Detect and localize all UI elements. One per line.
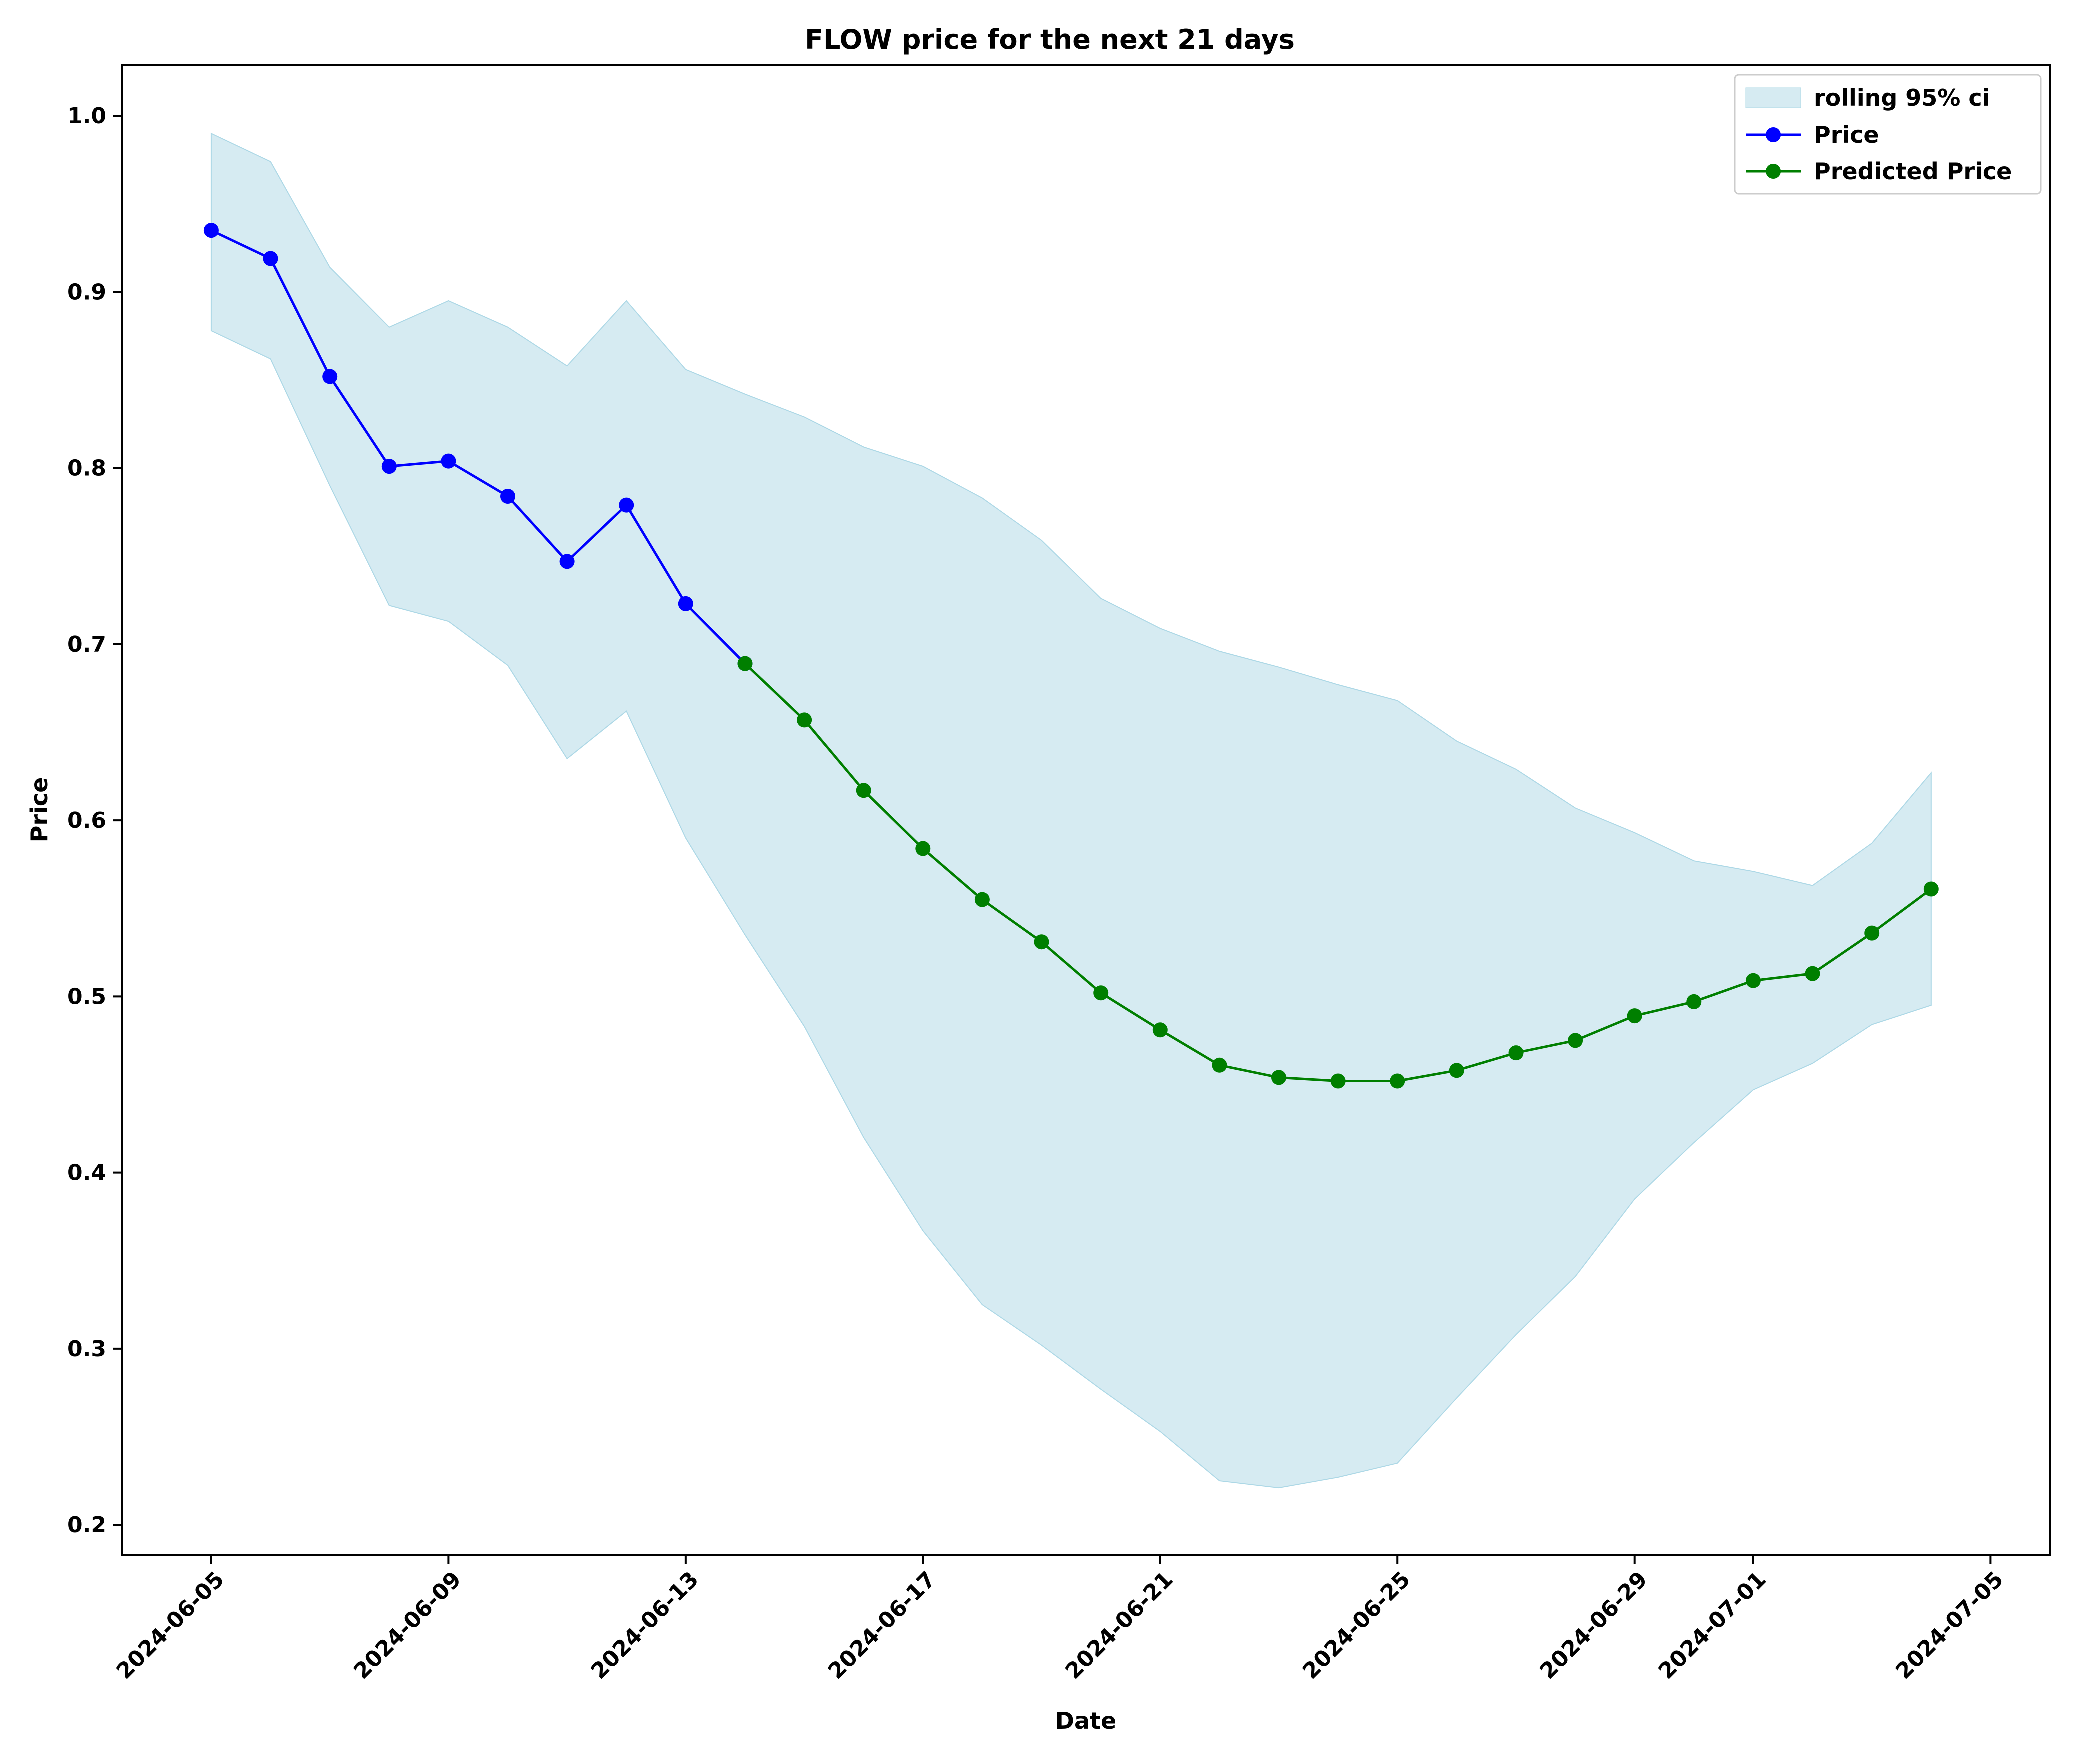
- data-point-predicted-price: [1272, 1070, 1286, 1086]
- series-predicted-price: [738, 656, 1939, 1089]
- data-point-price: [263, 251, 278, 266]
- legend-swatch-ci: [1746, 88, 1802, 108]
- data-point-price: [382, 459, 397, 474]
- y-axis: 0.2 0.3 0.4 0.5 0.6 0.7 0.8 0.9 1.0: [68, 104, 122, 1538]
- legend: rolling 95% ci Price Predicted Price: [1734, 74, 2042, 195]
- plot-frame: [122, 64, 2051, 1556]
- data-point-predicted-price: [1330, 1074, 1346, 1089]
- data-point-price: [204, 223, 219, 238]
- data-point-predicted-price: [1034, 934, 1050, 950]
- data-point-price: [500, 489, 516, 504]
- x-axis-title: Date: [1056, 1708, 1116, 1734]
- y-tick-label: 0.8: [68, 456, 106, 482]
- legend-box: [1734, 74, 2042, 195]
- data-point-price: [560, 554, 575, 570]
- data-point-predicted-price: [974, 892, 990, 908]
- data-point-predicted-price: [1212, 1058, 1228, 1073]
- data-point-predicted-price: [1152, 1022, 1168, 1038]
- data-point-price: [322, 369, 338, 384]
- data-point-predicted-price: [1449, 1063, 1464, 1078]
- data-point-predicted-price: [1746, 973, 1761, 988]
- y-tick-label: 0.9: [68, 280, 106, 305]
- y-tick-label: 0.2: [68, 1512, 106, 1538]
- data-point-price: [441, 454, 456, 469]
- legend-label-predicted: Predicted Price: [1814, 158, 2012, 185]
- y-tick-label: 0.3: [68, 1336, 106, 1362]
- data-point-predicted-price: [856, 783, 872, 798]
- data-point-predicted-price: [1508, 1046, 1524, 1061]
- y-axis-title: Price: [26, 778, 53, 843]
- plot-area: [122, 64, 2051, 1556]
- data-point-price: [619, 498, 634, 513]
- legend-label-ci: rolling 95% ci: [1814, 84, 1990, 112]
- y-tick-label: 0.7: [68, 632, 106, 658]
- data-point-predicted-price: [1627, 1008, 1642, 1024]
- legend-marker-predicted: [1766, 164, 1781, 179]
- data-point-predicted-price: [1686, 994, 1702, 1010]
- legend-marker-price: [1766, 128, 1781, 142]
- confidence-band-layer: [210, 132, 1932, 1489]
- data-point-predicted-price: [1390, 1074, 1406, 1089]
- data-point-predicted-price: [738, 656, 753, 672]
- data-point-predicted-price: [916, 841, 931, 856]
- data-point-predicted-price: [1864, 926, 1880, 941]
- data-point-price: [678, 596, 694, 612]
- series-line-price: [210, 229, 746, 665]
- y-tick-label: 0.6: [68, 808, 106, 834]
- data-point-predicted-price: [797, 712, 812, 728]
- data-point-predicted-price: [1805, 966, 1820, 982]
- series-layer: [204, 223, 1939, 1089]
- y-tick-label: 0.4: [68, 1160, 106, 1186]
- confidence-band: [210, 132, 1932, 1489]
- chart-title: FLOW price for the next 21 days: [805, 24, 1295, 56]
- data-point-predicted-price: [1924, 882, 1939, 897]
- y-tick-label: 0.5: [68, 984, 106, 1010]
- data-point-predicted-price: [1094, 986, 1109, 1001]
- data-point-predicted-price: [1568, 1033, 1584, 1048]
- legend-label-price: Price: [1814, 122, 1880, 148]
- y-tick-label: 1.0: [68, 104, 106, 129]
